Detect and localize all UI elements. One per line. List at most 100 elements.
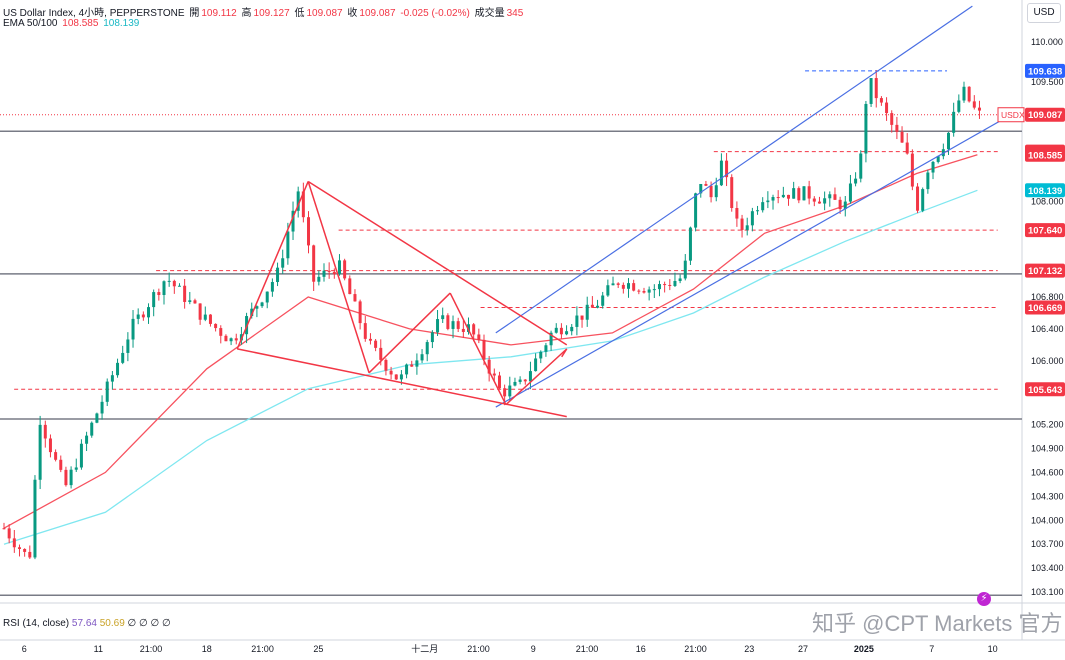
candle-body xyxy=(441,315,445,320)
candle-body xyxy=(565,331,569,335)
channel-line-1 xyxy=(495,113,1014,408)
candle-body xyxy=(740,218,744,230)
y-tick-label: 109.500 xyxy=(1031,77,1064,87)
candle-body xyxy=(7,528,11,539)
price-tag: 106.669 xyxy=(1028,303,1062,314)
high-label: 高 xyxy=(241,8,252,19)
candle-body xyxy=(69,469,73,486)
candle-body xyxy=(270,282,274,292)
candle-body xyxy=(921,189,925,211)
ema100-value: 108.139 xyxy=(103,18,140,29)
candle-body xyxy=(492,373,496,376)
candle-body xyxy=(436,319,440,333)
price-tag: 109.087 xyxy=(1028,110,1062,121)
candle-body xyxy=(570,326,574,332)
candle-body xyxy=(534,358,538,372)
candle-body xyxy=(503,388,507,397)
candle-body xyxy=(389,370,393,375)
candle-body xyxy=(575,315,579,327)
candle-body xyxy=(136,314,140,319)
candle-body xyxy=(301,191,305,218)
price-tag-box xyxy=(1025,147,1065,162)
candle-body xyxy=(688,227,692,261)
candle-body xyxy=(885,102,889,114)
price-tag: 109.638 xyxy=(1028,66,1062,77)
candle-body xyxy=(456,321,460,329)
x-tick-label: 11 xyxy=(94,644,103,654)
candle-body xyxy=(952,111,956,133)
y-tick-label: 105.200 xyxy=(1031,420,1064,430)
candle-body xyxy=(776,197,780,199)
close-value: 109.087 xyxy=(359,8,396,19)
candle-body xyxy=(611,283,615,286)
candle-body xyxy=(54,452,58,460)
y-tick-label: 104.900 xyxy=(1031,444,1064,454)
pattern-line-1 xyxy=(307,181,370,374)
candle-body xyxy=(95,413,99,423)
y-tick-label: 103.400 xyxy=(1031,563,1064,573)
candle-body xyxy=(307,217,311,246)
candle-body xyxy=(663,284,667,286)
candle-body xyxy=(559,327,563,335)
candle-body xyxy=(358,301,362,324)
candle-body xyxy=(513,381,517,386)
currency-button[interactable]: USD xyxy=(1027,3,1061,23)
candle-body xyxy=(848,183,852,202)
candle-body xyxy=(606,285,610,296)
price-tag: 107.132 xyxy=(1028,266,1062,277)
candle-body xyxy=(730,177,734,209)
candle-body xyxy=(709,185,713,198)
price-tag-box xyxy=(1025,300,1065,315)
candle-body xyxy=(374,340,378,348)
candle-body xyxy=(962,86,966,101)
candle-body xyxy=(771,197,775,201)
candle-body xyxy=(425,342,429,355)
candle-body xyxy=(719,160,723,186)
x-tick-label: 7 xyxy=(929,644,934,654)
candle-body xyxy=(332,271,336,275)
price-tag-box xyxy=(1025,263,1065,278)
candle-body xyxy=(544,345,548,352)
candle-body xyxy=(430,332,434,343)
candle-body xyxy=(967,86,971,102)
candle-body xyxy=(745,225,749,230)
candle-body xyxy=(214,323,218,329)
candle-body xyxy=(632,283,636,291)
y-tick-label: 104.300 xyxy=(1031,491,1064,501)
candle-body xyxy=(255,306,259,309)
candle-body xyxy=(126,339,130,353)
open-value: 109.112 xyxy=(201,8,237,19)
candle-body xyxy=(322,270,326,277)
candle-body xyxy=(792,188,796,199)
candle-body xyxy=(528,371,532,382)
candle-body xyxy=(957,100,961,112)
candle-body xyxy=(415,360,419,367)
y-tick-label: 104.600 xyxy=(1031,467,1064,477)
candle-body xyxy=(900,131,904,143)
candle-body xyxy=(472,324,476,335)
candle-body xyxy=(539,351,543,359)
candle-body xyxy=(224,335,228,342)
candle-body xyxy=(585,304,589,320)
y-tick-label: 108.000 xyxy=(1031,196,1064,206)
ema-label: EMA 50/100 xyxy=(3,18,58,29)
candle-body xyxy=(105,381,109,402)
candle-body xyxy=(43,424,47,439)
candle-body xyxy=(977,107,981,111)
candle-body xyxy=(833,194,837,200)
price-tag-box xyxy=(1025,63,1065,78)
volume-label: 成交量 xyxy=(474,8,505,19)
x-tick-label: 十二月 xyxy=(411,643,438,654)
ema-legend: EMA 50/100 108.585 108.139 xyxy=(3,18,141,29)
y-tick-label: 104.000 xyxy=(1031,515,1064,525)
chart-header: US Dollar Index, 4小時, PEPPERSTONE 開 109.1… xyxy=(3,4,525,19)
y-tick-label: 103.700 xyxy=(1031,539,1064,549)
candle-body xyxy=(38,424,42,480)
y-tick-label: 103.100 xyxy=(1031,587,1064,597)
candle-body xyxy=(85,435,89,444)
candle-body xyxy=(766,200,770,203)
channel-line-0 xyxy=(495,5,973,334)
candle-body xyxy=(410,364,414,367)
candle-body xyxy=(90,422,94,436)
